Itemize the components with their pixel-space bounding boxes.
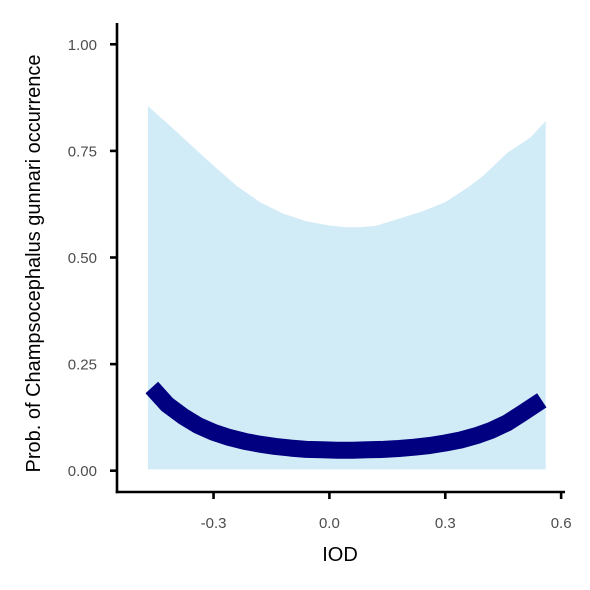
axes: -0.3 0.0 0.3 0.6 0.00 0.25 0.50 0.75 1.00 [68, 23, 572, 532]
x-tick-label: 0.3 [435, 515, 456, 532]
x-axis-ticks: -0.3 0.0 0.3 0.6 [201, 492, 572, 532]
fitted-line [145, 381, 547, 459]
y-tick-label: 1.00 [68, 37, 97, 54]
confidence-band [147, 106, 546, 470]
x-tick-label: -0.3 [201, 515, 227, 532]
x-tick-label: 0.6 [551, 515, 572, 532]
y-axis-title: Prob. of Champsocephalus gunnari occurre… [23, 54, 45, 472]
y-tick-label: 0.75 [68, 143, 97, 160]
plot-area [145, 106, 547, 470]
y-axis-ticks: 0.00 0.25 0.50 0.75 1.00 [68, 37, 117, 480]
x-axis-title: IOD [322, 544, 358, 566]
y-tick-label: 0.25 [68, 357, 97, 374]
y-tick-label: 0.50 [68, 250, 97, 267]
y-tick-label: 0.00 [68, 463, 97, 480]
x-tick-label: 0.0 [319, 515, 340, 532]
